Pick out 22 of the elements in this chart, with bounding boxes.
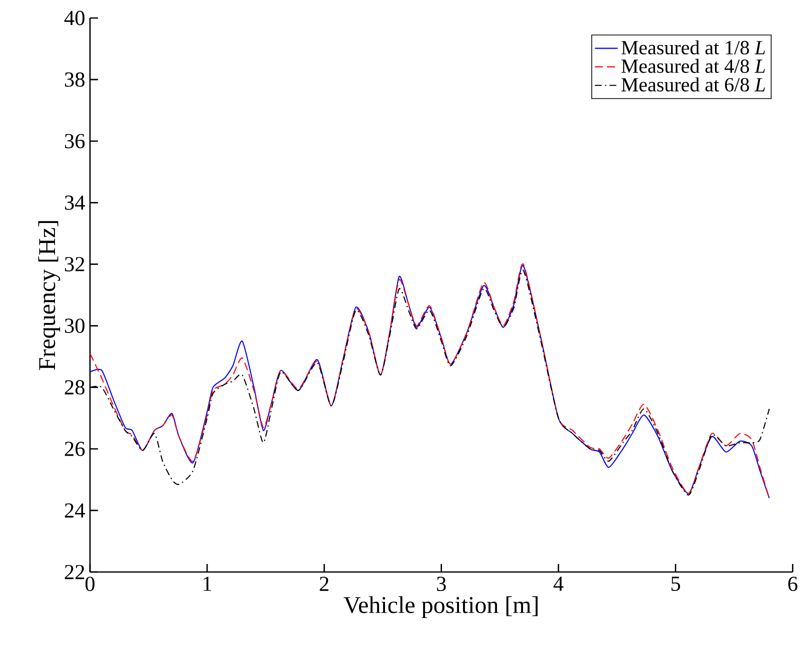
y-tick-label: 32 — [64, 257, 84, 272]
y-tick-label: 40 — [64, 10, 84, 26]
x-tick-label: 6 — [788, 576, 798, 592]
legend-label: Measured at 1/8 L — [621, 40, 765, 54]
legend-label: Measured at 4/8 L — [621, 58, 765, 73]
x-tick-label: 4 — [554, 576, 564, 591]
x-tick-label: 2 — [320, 576, 328, 591]
y-tick-label: 24 — [64, 503, 85, 518]
y-tick-label: 36 — [64, 134, 85, 148]
x-tick-label: 1 — [204, 576, 212, 591]
x-tick-label: 3 — [437, 576, 446, 592]
legend-label: Measured at 6/8 L — [621, 77, 765, 92]
y-tick-label: 34 — [64, 196, 85, 210]
y-tick-label: 30 — [64, 318, 84, 333]
y-tick-label: 22 — [64, 564, 84, 580]
y-tick-label: 26 — [64, 442, 85, 456]
y-axis-title: Frequency [Hz] — [38, 221, 60, 370]
x-axis-title: Vehicle position [m] — [344, 596, 538, 618]
x-tick-label: 5 — [671, 576, 680, 591]
y-tick-label: 28 — [64, 380, 84, 395]
x-tick-label: 0 — [85, 576, 95, 592]
y-tick-label: 38 — [64, 72, 84, 87]
